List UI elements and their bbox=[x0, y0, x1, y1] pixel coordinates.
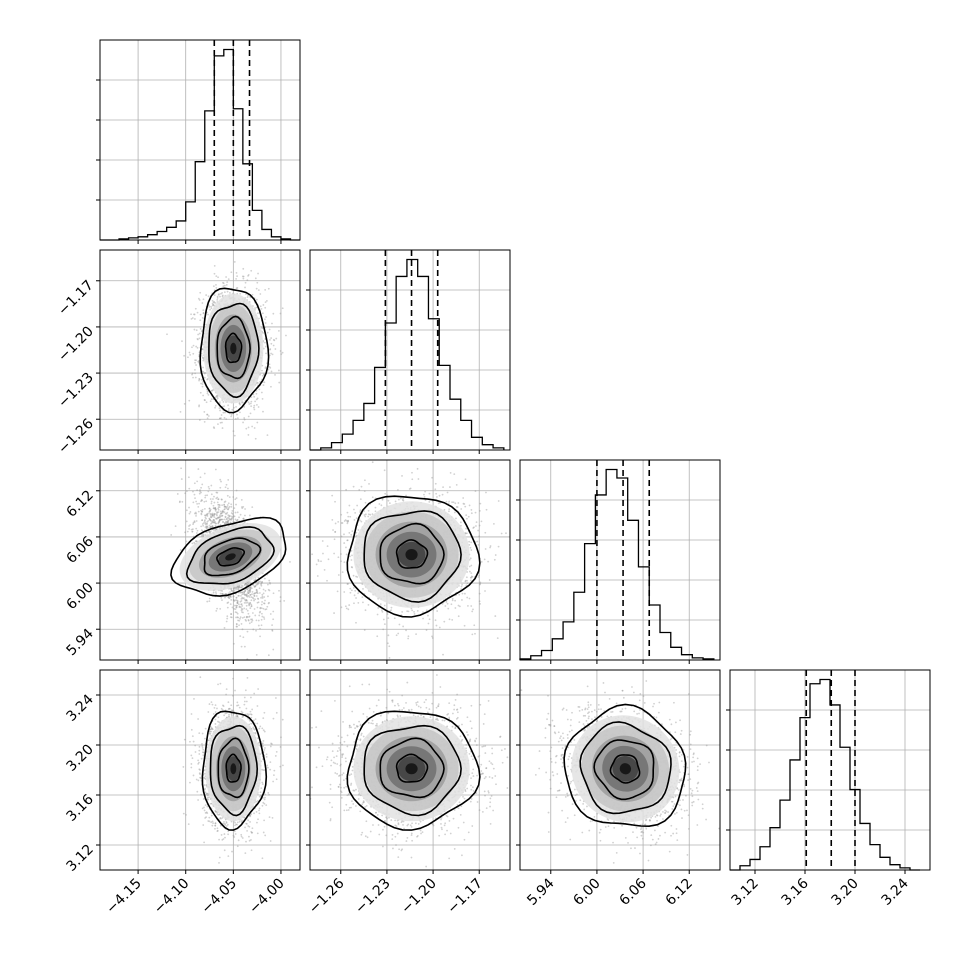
panel-frame bbox=[309, 459, 511, 661]
y-tick-label: 3.16 bbox=[63, 791, 96, 824]
x-tick-label: −1.26 bbox=[306, 875, 348, 917]
density-level bbox=[230, 342, 237, 355]
x-tick-label: 5.94 bbox=[524, 875, 557, 908]
histogram-panel-3 bbox=[726, 669, 931, 874]
y-tick-label: 3.24 bbox=[63, 691, 96, 724]
histogram-panel-1 bbox=[306, 249, 511, 454]
histogram-step bbox=[730, 678, 920, 871]
contour-line bbox=[379, 522, 445, 585]
y-tick-label: 6.00 bbox=[63, 580, 96, 613]
y-tick-label: 3.12 bbox=[63, 842, 96, 875]
scatter-points bbox=[182, 676, 284, 864]
contour-line bbox=[609, 754, 641, 784]
histogram-step bbox=[100, 48, 300, 241]
contour-line bbox=[217, 737, 250, 799]
contour-line bbox=[203, 537, 262, 577]
histogram-panel-0 bbox=[96, 39, 301, 244]
x-tick-label: −4.05 bbox=[199, 876, 241, 918]
density-level bbox=[405, 549, 418, 561]
scatter-points bbox=[170, 467, 291, 660]
contour-line bbox=[593, 739, 655, 801]
contour-line bbox=[395, 539, 429, 569]
panel-frame bbox=[309, 669, 511, 871]
contour-line bbox=[216, 315, 251, 380]
y-tick-label: −1.20 bbox=[55, 323, 97, 365]
scatter-points bbox=[520, 680, 720, 864]
contour-line bbox=[579, 721, 672, 815]
x-tick-label: 3.20 bbox=[828, 876, 861, 909]
panel-frame bbox=[519, 669, 721, 871]
contour-line bbox=[216, 547, 245, 567]
scatter-panel-1-3 bbox=[306, 669, 511, 874]
contour-line bbox=[185, 526, 275, 585]
panel-frame bbox=[729, 669, 931, 871]
scatter-panel-0-2 bbox=[96, 459, 301, 664]
x-tick-label: 6.06 bbox=[617, 875, 650, 908]
x-tick-label: −1.20 bbox=[398, 876, 440, 918]
density-level bbox=[225, 553, 236, 561]
contour-line bbox=[199, 287, 270, 414]
scatter-panel-1-2 bbox=[306, 459, 511, 664]
density-level bbox=[230, 763, 237, 775]
x-tick-label: −4.10 bbox=[151, 876, 193, 918]
y-tick-label: 6.12 bbox=[63, 487, 96, 520]
contour-line bbox=[201, 710, 268, 831]
y-tick-label: −1.23 bbox=[55, 370, 97, 412]
panel-frame bbox=[99, 459, 301, 661]
density-level bbox=[405, 763, 418, 775]
scatter-panel-0-1 bbox=[96, 249, 301, 454]
scatter-points bbox=[310, 674, 509, 868]
contour-line bbox=[363, 510, 462, 603]
histogram-panel-2 bbox=[516, 459, 721, 664]
x-tick-label: 3.12 bbox=[728, 876, 761, 909]
scatter-panel-2-3 bbox=[516, 669, 721, 874]
y-tick-label: 6.06 bbox=[63, 533, 96, 566]
panel-frame bbox=[309, 249, 511, 451]
x-tick-label: −4.15 bbox=[103, 876, 145, 918]
x-tick-label: −4.00 bbox=[246, 876, 288, 918]
contour-line bbox=[225, 753, 242, 783]
panel-frame bbox=[99, 669, 301, 871]
x-tick-label: 3.16 bbox=[778, 875, 811, 908]
x-tick-label: −1.17 bbox=[444, 876, 486, 918]
panel-frame bbox=[519, 459, 721, 661]
contour-line bbox=[209, 724, 259, 817]
scatter-points bbox=[166, 261, 287, 440]
x-tick-label: 6.00 bbox=[570, 876, 603, 909]
contour-line bbox=[346, 495, 481, 618]
x-tick-label: 6.12 bbox=[663, 876, 696, 909]
histogram-step bbox=[519, 468, 715, 660]
y-tick-label: −1.17 bbox=[55, 277, 97, 319]
contour-line bbox=[395, 753, 429, 783]
y-tick-label: −1.26 bbox=[55, 416, 97, 458]
y-tick-label: 3.20 bbox=[63, 742, 96, 775]
x-tick-label: 3.24 bbox=[878, 875, 911, 908]
contour-line bbox=[346, 710, 481, 831]
contour-line bbox=[208, 302, 260, 399]
contour-line bbox=[363, 724, 462, 817]
y-tick-label: 5.94 bbox=[63, 626, 96, 659]
contour-line bbox=[563, 703, 687, 828]
panel-frame bbox=[99, 249, 301, 451]
contour-line bbox=[170, 516, 287, 597]
scatter-points bbox=[310, 461, 507, 659]
contour-line bbox=[224, 332, 243, 364]
x-tick-label: −1.23 bbox=[352, 876, 394, 918]
panel-frame bbox=[99, 39, 301, 241]
contour-line bbox=[379, 737, 445, 799]
histogram-step bbox=[310, 258, 505, 451]
density-level bbox=[619, 763, 632, 775]
scatter-panel-0-3 bbox=[96, 669, 301, 874]
